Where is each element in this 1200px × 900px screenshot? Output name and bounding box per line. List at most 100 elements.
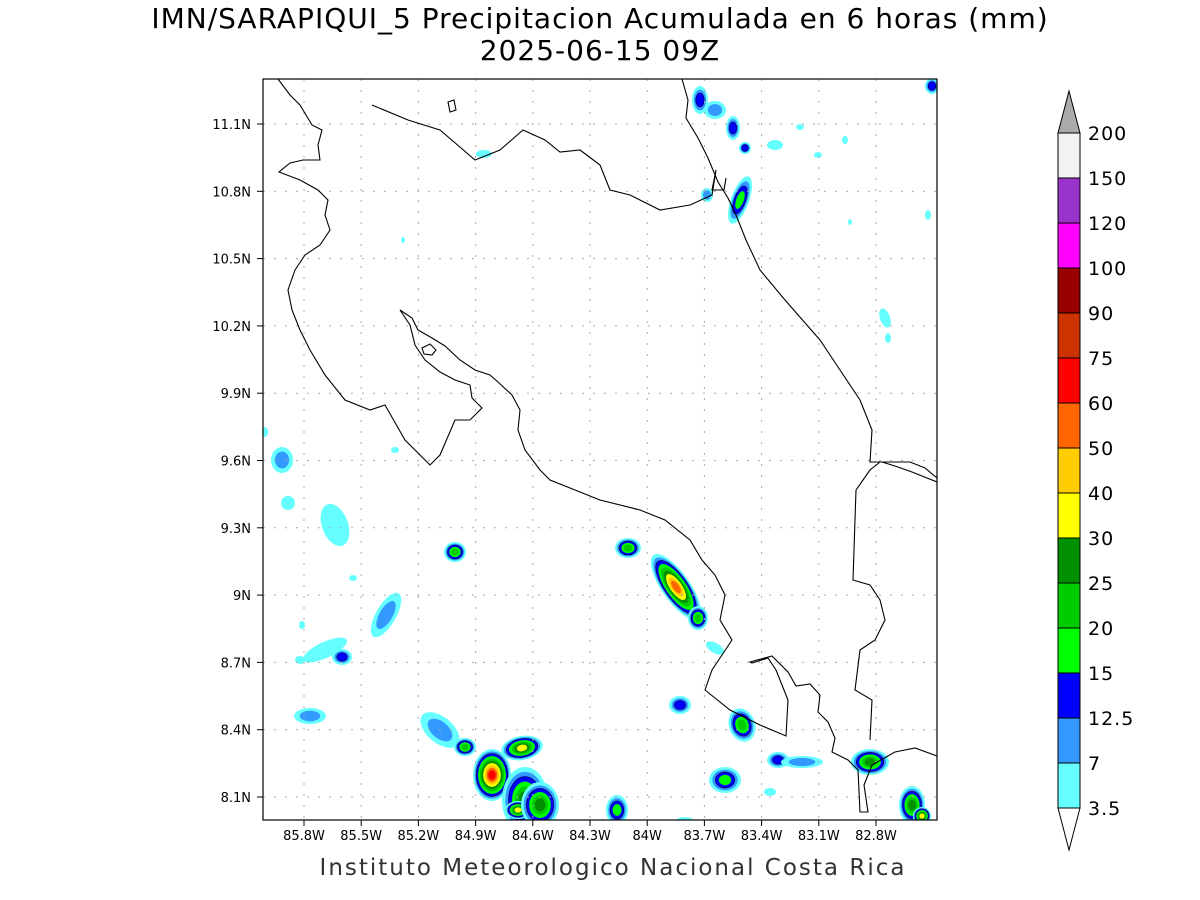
precip-cell (294, 708, 326, 724)
precip-cell (320, 503, 350, 547)
precip-contour (879, 308, 891, 328)
precip-contour (349, 575, 357, 581)
precip-cell (271, 447, 293, 473)
precip-cell (705, 641, 725, 655)
precip-contour (707, 104, 723, 116)
precip-cell (739, 142, 751, 154)
precip-cell (842, 136, 848, 144)
lon-tick-label: 82.8W (855, 829, 897, 844)
lat-tick-label: 11.1N (212, 118, 251, 133)
credit-text: Instituto Meteorologico Nacional Costa R… (319, 855, 907, 881)
colorbar-swatch (1057, 402, 1081, 449)
precip-cell (925, 210, 931, 220)
colorbar-label: 75 (1088, 348, 1114, 370)
colorbar-label: 12.5 (1088, 708, 1134, 730)
precip-contour (612, 804, 622, 816)
precip-cell (767, 140, 783, 150)
precip-cell (727, 176, 753, 224)
precip-contour (516, 744, 528, 752)
precip-cell (473, 749, 511, 801)
lon-tick-label: 85.2W (397, 829, 439, 844)
precip-contour (767, 140, 783, 150)
precip-cell (263, 427, 268, 437)
colorbar-label: 40 (1088, 483, 1114, 505)
colorbar-swatch (1057, 222, 1081, 269)
precip-contour (908, 799, 916, 811)
precip-contour (864, 758, 876, 766)
colorbar-swatch (1057, 762, 1081, 809)
lon-tick-label: 83.4W (741, 829, 783, 844)
precip-contour (764, 788, 776, 796)
colorbar-label: 100 (1088, 258, 1127, 280)
precip-cell (401, 237, 405, 243)
precip-contour (376, 600, 396, 630)
precip-contour (391, 447, 399, 453)
precip-contour (299, 710, 321, 722)
precip-contour (336, 652, 348, 662)
precip-contour (848, 219, 852, 225)
lat-tick-label: 8.4N (221, 724, 251, 739)
precip-cell (848, 219, 852, 225)
precip-cell (764, 788, 776, 796)
pacific-coastline (277, 79, 937, 813)
precip-contour (741, 144, 749, 152)
precip-contour (476, 150, 492, 158)
colorbar-label: 150 (1088, 168, 1127, 190)
precip-cell (444, 542, 466, 562)
precip-cell (476, 150, 492, 158)
precip-contour (735, 191, 745, 209)
precip-cell (704, 101, 726, 119)
colorbar-label: 25 (1088, 573, 1114, 595)
precip-contour (925, 210, 931, 220)
precip-contour (814, 152, 822, 158)
lon-tick-label: 83.1W (798, 829, 840, 844)
colorbar-label: 30 (1088, 528, 1114, 550)
precip-cell (851, 749, 889, 775)
lon-tick-label: 84.3W (569, 829, 611, 844)
island-outline (447, 99, 457, 113)
precip-contour (263, 427, 268, 437)
lon-tick-label: 83.7W (683, 829, 725, 844)
lat-tick-label: 8.7N (221, 656, 251, 671)
nicaragua-border (371, 104, 727, 211)
precip-cell (349, 575, 357, 581)
lat-tick-label: 10.5N (212, 253, 251, 268)
colorbar-label: 20 (1088, 618, 1114, 640)
precip-cell (454, 738, 476, 756)
lon-tick-label: 84.6W (512, 829, 554, 844)
island-outline (421, 343, 437, 356)
colorbar-label: 3.5 (1088, 798, 1121, 820)
colorbar-swatch (1057, 627, 1081, 674)
caribbean-coastline (681, 79, 937, 483)
precip-contour (488, 770, 496, 780)
precip-contour (534, 798, 546, 812)
colorbar-label: 60 (1088, 393, 1114, 415)
precip-cell (781, 756, 823, 768)
colorbar-label: 50 (1088, 438, 1114, 460)
precip-contour (514, 807, 522, 813)
colorbar-swatch (1057, 312, 1081, 359)
colorbar-over-arrow (1057, 89, 1081, 134)
precip-cell (391, 447, 399, 453)
precip-contour (401, 237, 405, 243)
precip-contour (671, 580, 681, 594)
precip-cell (299, 621, 305, 629)
colorbar-label: 200 (1088, 123, 1127, 145)
precip-cell (302, 637, 348, 663)
precip-cell (796, 124, 804, 130)
precip-cell (501, 735, 543, 761)
precip-contour (728, 121, 738, 135)
colorbar-swatch (1057, 177, 1081, 224)
coastlines (277, 79, 937, 813)
colorbar-swatch (1057, 492, 1081, 539)
precip-cell (688, 606, 708, 630)
lat-tick-label: 10.2N (212, 320, 251, 335)
lon-tick-label: 85.8W (283, 829, 325, 844)
colorbar-label: 15 (1088, 663, 1114, 685)
lon-tick-label: 85.5W (340, 829, 382, 844)
colorbar-swatch (1057, 132, 1081, 179)
axis-labels: 85.8W 85.5W 85.2W 84.9W 84.6W 84.3W 84W 83.7W 83… (212, 118, 897, 844)
grid-lines (263, 79, 937, 820)
precip-cell (885, 333, 891, 343)
